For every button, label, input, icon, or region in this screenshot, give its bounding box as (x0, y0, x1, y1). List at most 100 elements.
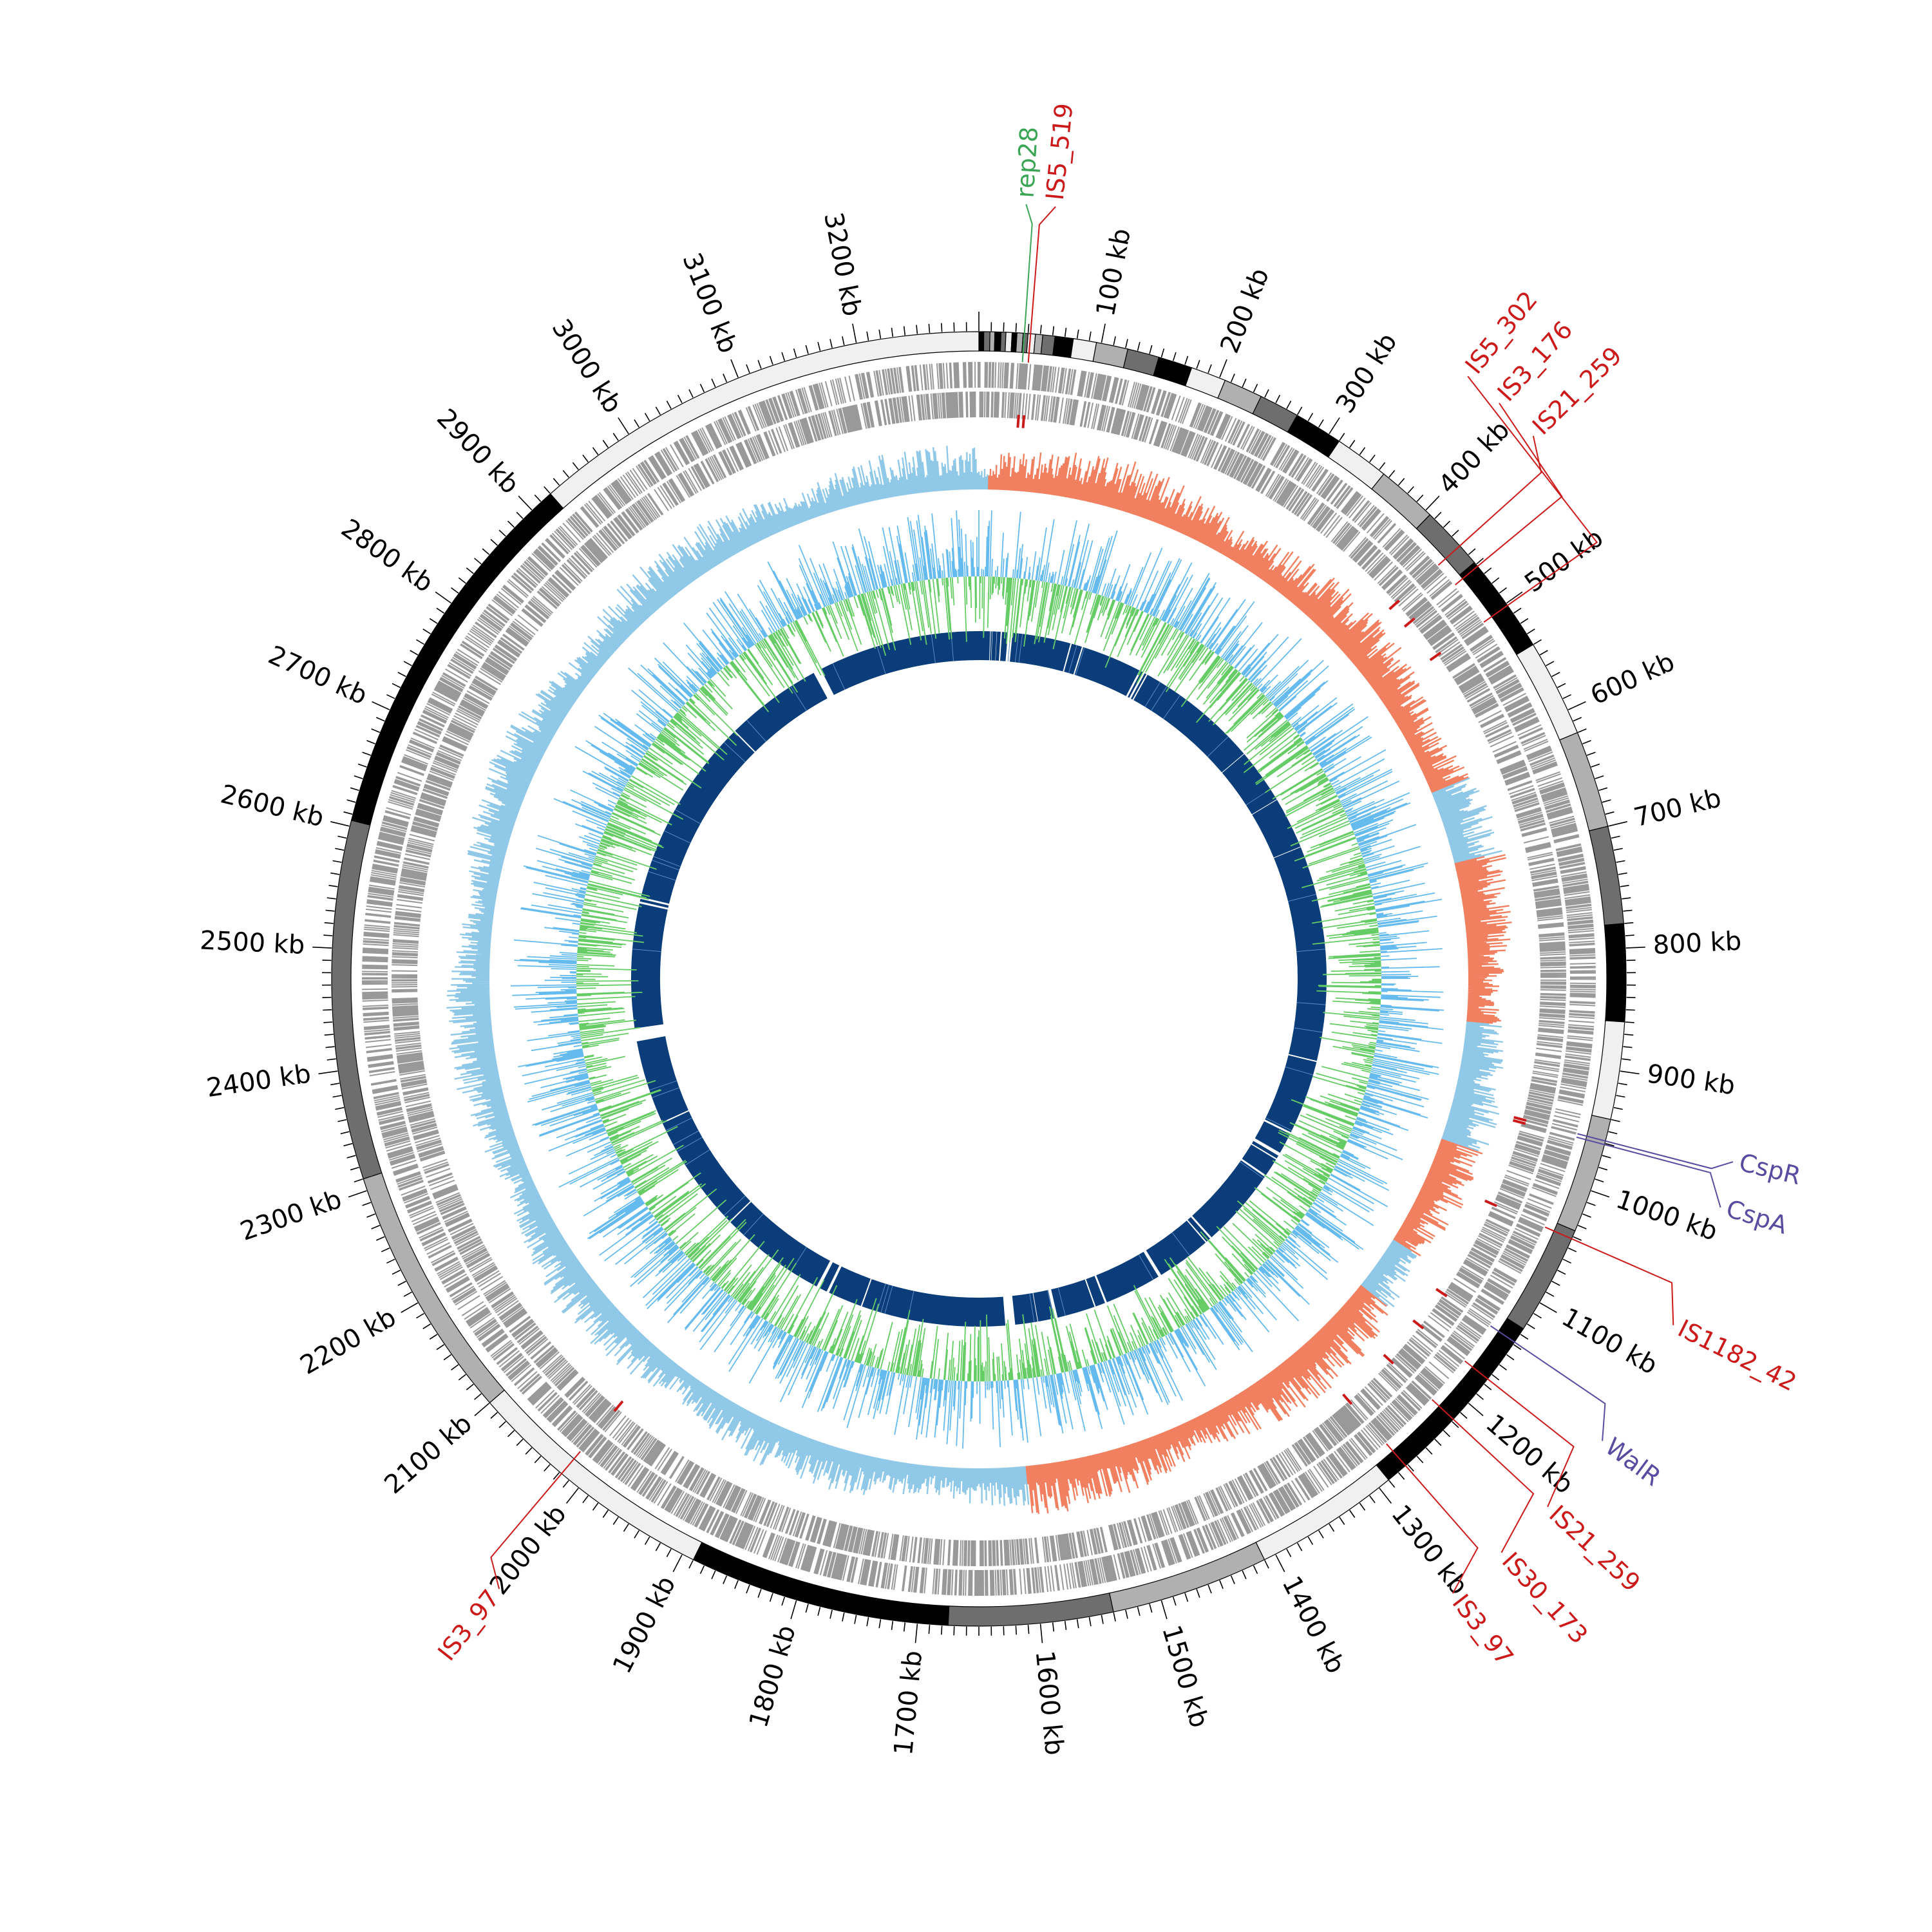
homology-block (1074, 647, 1140, 696)
tick-label: 400 kb (1433, 415, 1515, 500)
gc-skew-track (446, 446, 1512, 1514)
tick-label: 1500 kb (1156, 1622, 1214, 1730)
gc-content-low (576, 576, 1382, 1382)
homology-block (991, 631, 997, 661)
feature-leader-line (1576, 1136, 1721, 1208)
feature-label: IS1182_42 (1674, 1314, 1801, 1396)
feature-marker (1403, 617, 1416, 628)
contig-segment (1588, 826, 1624, 926)
tick-label: 600 kb (1586, 647, 1679, 711)
position-ticks (312, 312, 1645, 1643)
contig-segment (1217, 379, 1262, 415)
homology-block (989, 631, 992, 661)
feature-marker (1383, 1354, 1394, 1365)
homology-block (819, 1262, 840, 1292)
homology-block (1146, 1220, 1206, 1275)
feature-leader-line (1437, 435, 1542, 566)
homology-block (636, 1036, 688, 1122)
feature-label: WalR (1600, 1432, 1666, 1492)
tick-label: 3200 kb (818, 210, 867, 319)
homology-block (1251, 1141, 1279, 1159)
homology-ring-track (631, 631, 1327, 1327)
feature-marker (1513, 1116, 1527, 1122)
tick-label: 200 kb (1215, 264, 1275, 357)
feature-leader-line (1577, 1133, 1734, 1170)
tick-label: 3100 kb (676, 249, 743, 357)
contig-segment (1604, 923, 1627, 1023)
tick-label: 1800 kb (744, 1622, 802, 1730)
feature-leader-line (1431, 1399, 1535, 1553)
feature-label: IS5_519 (1041, 102, 1079, 202)
contig-segment (1092, 342, 1129, 368)
homology-block (735, 672, 828, 752)
homology-block (1128, 671, 1143, 698)
feature-leader-line (490, 1451, 581, 1589)
tick-label: 1600 kb (1030, 1649, 1069, 1757)
tick-label: 1200 kb (1480, 1408, 1578, 1500)
tick-label: 1400 kb (1276, 1571, 1351, 1678)
tick-label: 2400 kb (205, 1059, 313, 1103)
feature-label: IS30_173 (1497, 1547, 1594, 1649)
homology-block (631, 903, 668, 1028)
tick-label: 2900 kb (431, 403, 525, 500)
tick-label: 2200 kb (296, 1302, 401, 1380)
contig-segment (947, 1592, 1114, 1627)
contig-ring (331, 331, 1627, 1627)
tick-label: 900 kb (1645, 1059, 1737, 1101)
homology-block (1012, 1293, 1038, 1325)
tick-label: 2700 kb (264, 640, 372, 711)
homology-texture (632, 632, 1326, 1323)
tick-label: 1100 kb (1557, 1302, 1662, 1380)
feature-marker (1484, 1199, 1497, 1208)
feature-marker (1388, 600, 1400, 611)
cds-feature-track (361, 361, 1596, 1596)
mobile-element-marker-track (613, 415, 1527, 1412)
feature-label: CspA (1723, 1194, 1790, 1239)
feature-marker (1021, 415, 1026, 428)
tick-label: 1000 kb (1613, 1184, 1721, 1247)
tick-marks (312, 312, 1645, 1643)
feature-leader-line (1544, 1226, 1674, 1325)
feature-marker (1342, 1393, 1353, 1405)
contig-segment (994, 331, 1002, 352)
homology-block (1252, 800, 1301, 858)
homology-block (730, 1202, 830, 1287)
homology-block (1265, 1055, 1317, 1133)
feature-leader-line (1021, 204, 1033, 363)
feature-label: IS21_259 (1544, 1500, 1645, 1597)
feature-label: IS3_97 (432, 1584, 505, 1666)
homology-block (1009, 632, 1071, 672)
contig-segment (1122, 348, 1160, 377)
homology-block (639, 898, 669, 908)
feature-marker (1429, 651, 1442, 661)
contig-segment (978, 331, 985, 352)
tick-label: 2600 kb (218, 779, 327, 833)
homology-block (1086, 1276, 1105, 1307)
homology-block (829, 1266, 871, 1306)
contig-segment (1184, 367, 1226, 399)
homology-block (641, 732, 755, 904)
cds-forward-strand (361, 361, 1596, 1596)
tick-label: 300 kb (1331, 328, 1403, 419)
contig-segment (983, 331, 990, 352)
feature-leader-line (1464, 1360, 1575, 1508)
homology-block (1255, 1121, 1291, 1153)
feature-leader-line (1027, 206, 1056, 363)
feature-leader-line (1386, 1443, 1479, 1594)
tick-label: 1900 kb (607, 1571, 682, 1678)
feature-label: CspR (1736, 1148, 1804, 1191)
gc-content-track (510, 510, 1444, 1449)
homology-block (1242, 1144, 1276, 1175)
tick-label: 1700 kb (889, 1649, 928, 1757)
homology-block (999, 632, 1009, 661)
contig-segment (1558, 732, 1609, 831)
feature-marker (1412, 1319, 1425, 1330)
homology-block (820, 631, 979, 696)
tick-label: 800 kb (1653, 927, 1743, 961)
homology-block (1222, 754, 1277, 815)
tick-label: 2800 kb (336, 513, 439, 598)
cds-reverse-strand (391, 391, 1567, 1567)
feature-leader-line (1490, 1325, 1606, 1441)
